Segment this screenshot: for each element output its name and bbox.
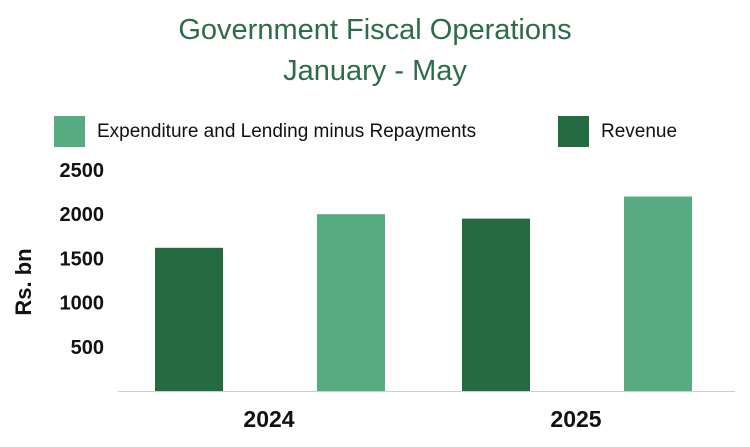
y-tick-label: 500 — [71, 337, 104, 359]
bar-expenditure-2025 — [624, 196, 692, 391]
y-axis-title: Rs. bn — [11, 248, 36, 315]
legend-swatch-expenditure — [54, 116, 85, 147]
y-tick-label: 1500 — [60, 248, 105, 270]
legend-item-revenue: Revenue — [558, 116, 677, 147]
x-tick-label: 2025 — [550, 406, 601, 432]
bar-revenue-2025 — [462, 218, 530, 391]
legend-item-expenditure: Expenditure and Lending minus Repayments — [54, 116, 476, 147]
chart-title: Government Fiscal Operations January - M… — [0, 10, 750, 92]
legend-swatch-revenue — [558, 116, 589, 147]
x-tick-label: 2024 — [243, 406, 294, 432]
bar-revenue-2024 — [155, 247, 223, 391]
bar-expenditure-2024 — [317, 214, 385, 391]
y-tick-label: 1000 — [60, 293, 105, 315]
legend-label-expenditure: Expenditure and Lending minus Repayments — [97, 120, 477, 142]
y-tick-label: 2500 — [60, 160, 105, 182]
legend: Expenditure and Lending minus Repayments… — [0, 116, 750, 152]
chart-subtitle: January - May — [283, 55, 467, 87]
legend-label-revenue: Revenue — [601, 120, 678, 142]
y-tick-label: 2000 — [60, 204, 105, 226]
chart-title-line1: Government Fiscal Operations — [178, 14, 572, 46]
